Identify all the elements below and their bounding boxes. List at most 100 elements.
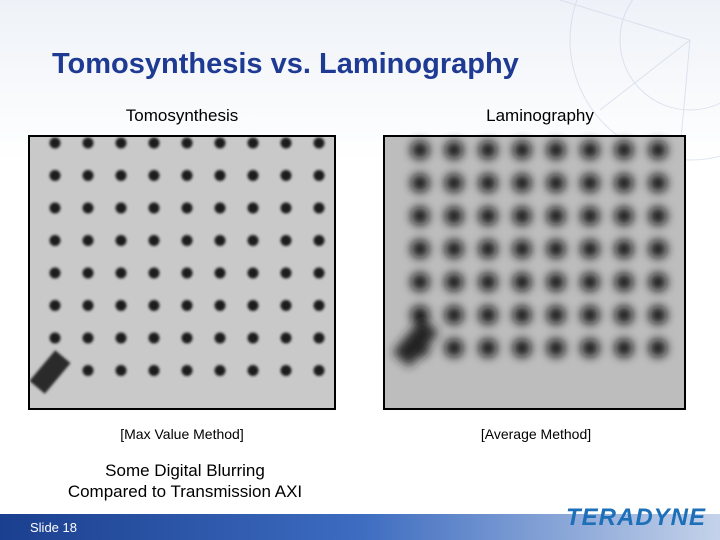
ball bbox=[411, 306, 429, 324]
ball bbox=[581, 240, 599, 258]
ball bbox=[280, 267, 292, 279]
ball bbox=[148, 267, 160, 279]
ball bbox=[547, 306, 565, 324]
ball bbox=[115, 267, 127, 279]
panel-caption: [Max Value Method] bbox=[120, 426, 244, 442]
ball bbox=[280, 300, 292, 311]
ball bbox=[547, 273, 565, 291]
ball bbox=[280, 202, 292, 214]
ball bbox=[181, 202, 193, 214]
ball bbox=[247, 300, 259, 311]
footer-bar bbox=[0, 514, 720, 540]
ball bbox=[247, 267, 259, 279]
ball-grid bbox=[29, 137, 325, 394]
ball bbox=[547, 174, 565, 192]
ball bbox=[649, 273, 667, 291]
ball bbox=[649, 306, 667, 324]
ball bbox=[49, 202, 61, 214]
ball bbox=[615, 339, 633, 357]
ball bbox=[280, 137, 292, 149]
image-laminography bbox=[385, 137, 684, 408]
ball bbox=[115, 137, 127, 149]
ball bbox=[313, 267, 325, 279]
ball bbox=[49, 170, 61, 181]
globe-lines bbox=[559, 0, 720, 161]
ball bbox=[445, 339, 463, 357]
ball bbox=[247, 332, 259, 344]
ball bbox=[214, 332, 226, 344]
ball bbox=[513, 141, 531, 159]
ball bbox=[479, 273, 497, 291]
ball bbox=[615, 306, 633, 324]
ball bbox=[649, 174, 667, 192]
ball bbox=[181, 267, 193, 279]
ball bbox=[115, 170, 127, 181]
ball bbox=[513, 273, 531, 291]
ball bbox=[581, 207, 599, 225]
ball bbox=[181, 170, 193, 181]
ball bbox=[280, 170, 292, 181]
ball bbox=[82, 300, 94, 311]
ball bbox=[313, 365, 325, 376]
ball bbox=[148, 137, 160, 149]
ball bbox=[214, 235, 226, 246]
ball bbox=[615, 174, 633, 192]
ball bbox=[115, 202, 127, 214]
ball bbox=[148, 202, 160, 214]
ball bbox=[82, 267, 94, 279]
ball bbox=[115, 365, 127, 376]
ball bbox=[82, 332, 94, 344]
ball bbox=[479, 207, 497, 225]
ball bbox=[82, 235, 94, 246]
ball bbox=[214, 300, 226, 311]
ball bbox=[513, 339, 531, 357]
ball bbox=[513, 174, 531, 192]
ball bbox=[82, 365, 94, 376]
ball bbox=[479, 306, 497, 324]
ball bbox=[581, 306, 599, 324]
ball bbox=[148, 235, 160, 246]
ball bbox=[148, 365, 160, 376]
ball bbox=[411, 273, 429, 291]
description-line: Compared to Transmission AXI bbox=[67, 482, 303, 501]
ball bbox=[313, 170, 325, 181]
ball bbox=[445, 207, 463, 225]
ball bbox=[411, 141, 429, 159]
ball bbox=[479, 174, 497, 192]
ball bbox=[547, 339, 565, 357]
ball bbox=[148, 300, 160, 311]
ball bbox=[649, 207, 667, 225]
ball bbox=[445, 273, 463, 291]
title: Tomosynthesis vs. Laminography bbox=[52, 48, 519, 80]
ball bbox=[313, 202, 325, 214]
description: Some Digital Blurring Compared to Transm… bbox=[30, 460, 340, 502]
ball bbox=[247, 170, 259, 181]
ball bbox=[29, 350, 71, 394]
ball bbox=[214, 365, 226, 376]
panel-caption: [Average Method] bbox=[480, 426, 592, 442]
ball bbox=[115, 235, 127, 246]
ball bbox=[280, 332, 292, 344]
ball bbox=[214, 202, 226, 214]
description-line: Some Digital Blurring bbox=[105, 461, 265, 480]
ball bbox=[247, 235, 259, 246]
panel-label: Tomosynthesis bbox=[125, 106, 239, 125]
slide-number: Slide 18 bbox=[30, 520, 77, 535]
ball bbox=[280, 365, 292, 376]
ball bbox=[411, 240, 429, 258]
ball bbox=[313, 137, 325, 149]
ball bbox=[581, 273, 599, 291]
ball bbox=[49, 332, 61, 344]
ball bbox=[581, 339, 599, 357]
ball bbox=[49, 137, 61, 149]
ball bbox=[82, 202, 94, 214]
ball bbox=[115, 300, 127, 311]
ball bbox=[49, 300, 61, 311]
ball bbox=[49, 267, 61, 279]
panel-label: Laminography bbox=[486, 106, 594, 125]
ball bbox=[615, 273, 633, 291]
ball bbox=[247, 365, 259, 376]
ball bbox=[148, 332, 160, 344]
ball bbox=[479, 339, 497, 357]
